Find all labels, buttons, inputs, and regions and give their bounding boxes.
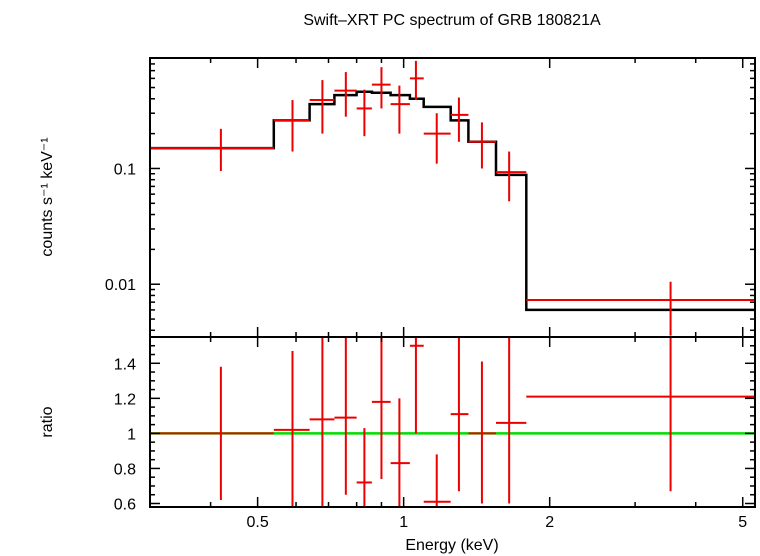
ratio-series bbox=[150, 337, 755, 507]
top-y-tick-label: 0.1 bbox=[114, 161, 136, 178]
y-axis-label-bottom: ratio bbox=[39, 406, 56, 437]
top-y-tick-label: 0.01 bbox=[105, 277, 136, 294]
ratio-panel: 0.5 1 2 5 0.6 0.8 1 1.2 1.4 bbox=[114, 336, 756, 531]
x-tick-label: 0.5 bbox=[246, 514, 268, 531]
x-tick-label: 1 bbox=[399, 514, 408, 531]
bottom-y-tick-label: 1.4 bbox=[114, 356, 136, 373]
chart-title: Swift–XRT PC spectrum of GRB 180821A bbox=[303, 12, 601, 29]
ratio-panel-frame bbox=[149, 336, 756, 508]
bottom-y-tick-label: 0.8 bbox=[114, 461, 136, 478]
bottom-y-tick-label: 1 bbox=[127, 426, 136, 443]
y-axis-label-top: counts s⁻¹ keV⁻¹ bbox=[39, 137, 56, 256]
x-axis-label: Energy (keV) bbox=[405, 537, 498, 554]
x-tick-label: 5 bbox=[738, 514, 747, 531]
spectrum-series bbox=[150, 60, 755, 336]
bottom-y-tick-label: 0.6 bbox=[114, 496, 136, 513]
x-tick-label: 2 bbox=[545, 514, 554, 531]
bottom-y-tick-label: 1.2 bbox=[114, 391, 136, 408]
